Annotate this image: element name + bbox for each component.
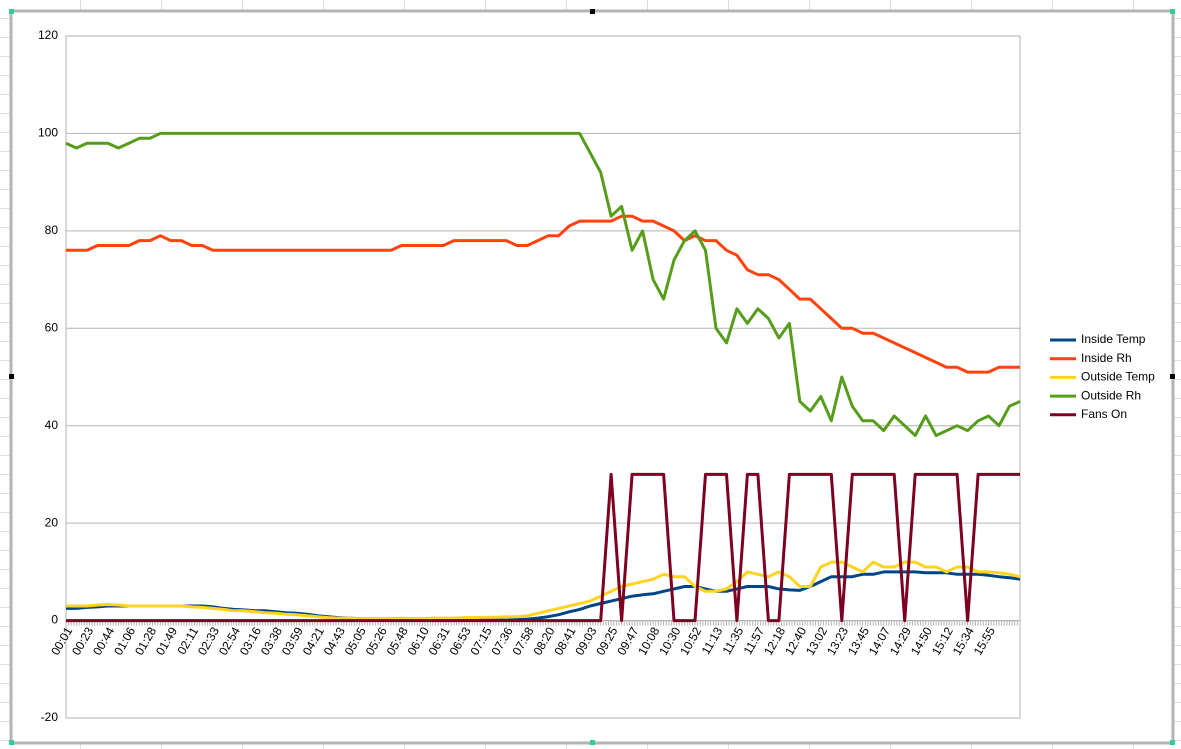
series-line bbox=[66, 214, 1020, 374]
handle bbox=[9, 374, 14, 379]
series-line bbox=[65, 131, 1021, 437]
handle bbox=[1170, 9, 1175, 14]
y-tick-label: 60 bbox=[45, 320, 59, 334]
y-tick-label: 20 bbox=[45, 515, 59, 529]
y-tick-label: 120 bbox=[38, 28, 58, 42]
legend-label: Outside Temp bbox=[1081, 370, 1155, 384]
handle bbox=[9, 740, 14, 745]
handle bbox=[590, 9, 595, 14]
series-line bbox=[66, 472, 1020, 623]
legend-label: Inside Rh bbox=[1081, 351, 1132, 365]
legend-label: Fans On bbox=[1081, 407, 1127, 421]
legend: Inside Temp Inside Rh Outside Temp Outside … bbox=[1050, 332, 1155, 421]
handle bbox=[590, 740, 595, 745]
x-tick-marks bbox=[65, 620, 1021, 626]
series-line bbox=[66, 560, 1021, 621]
legend-label: Inside Temp bbox=[1081, 332, 1146, 346]
y-tick-label: 80 bbox=[45, 223, 59, 237]
legend-label: Outside Rh bbox=[1081, 388, 1141, 402]
handle bbox=[1170, 740, 1175, 745]
handle bbox=[9, 9, 14, 14]
y-tick-label: -20 bbox=[41, 710, 59, 724]
handle bbox=[1170, 374, 1175, 379]
y-tick-label: 0 bbox=[51, 613, 58, 627]
y-tick-label: 100 bbox=[38, 126, 58, 140]
y-tick-label: 40 bbox=[45, 418, 59, 432]
